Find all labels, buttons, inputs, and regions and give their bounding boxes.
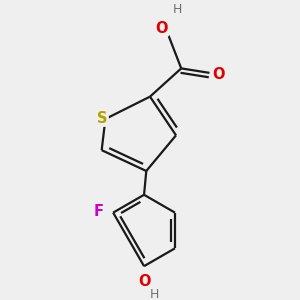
Text: O: O: [212, 67, 225, 82]
Text: O: O: [138, 274, 150, 289]
Text: O: O: [155, 21, 167, 36]
Text: S: S: [97, 111, 108, 126]
Text: F: F: [93, 204, 103, 219]
Text: H: H: [150, 288, 159, 300]
Text: H: H: [173, 3, 182, 16]
